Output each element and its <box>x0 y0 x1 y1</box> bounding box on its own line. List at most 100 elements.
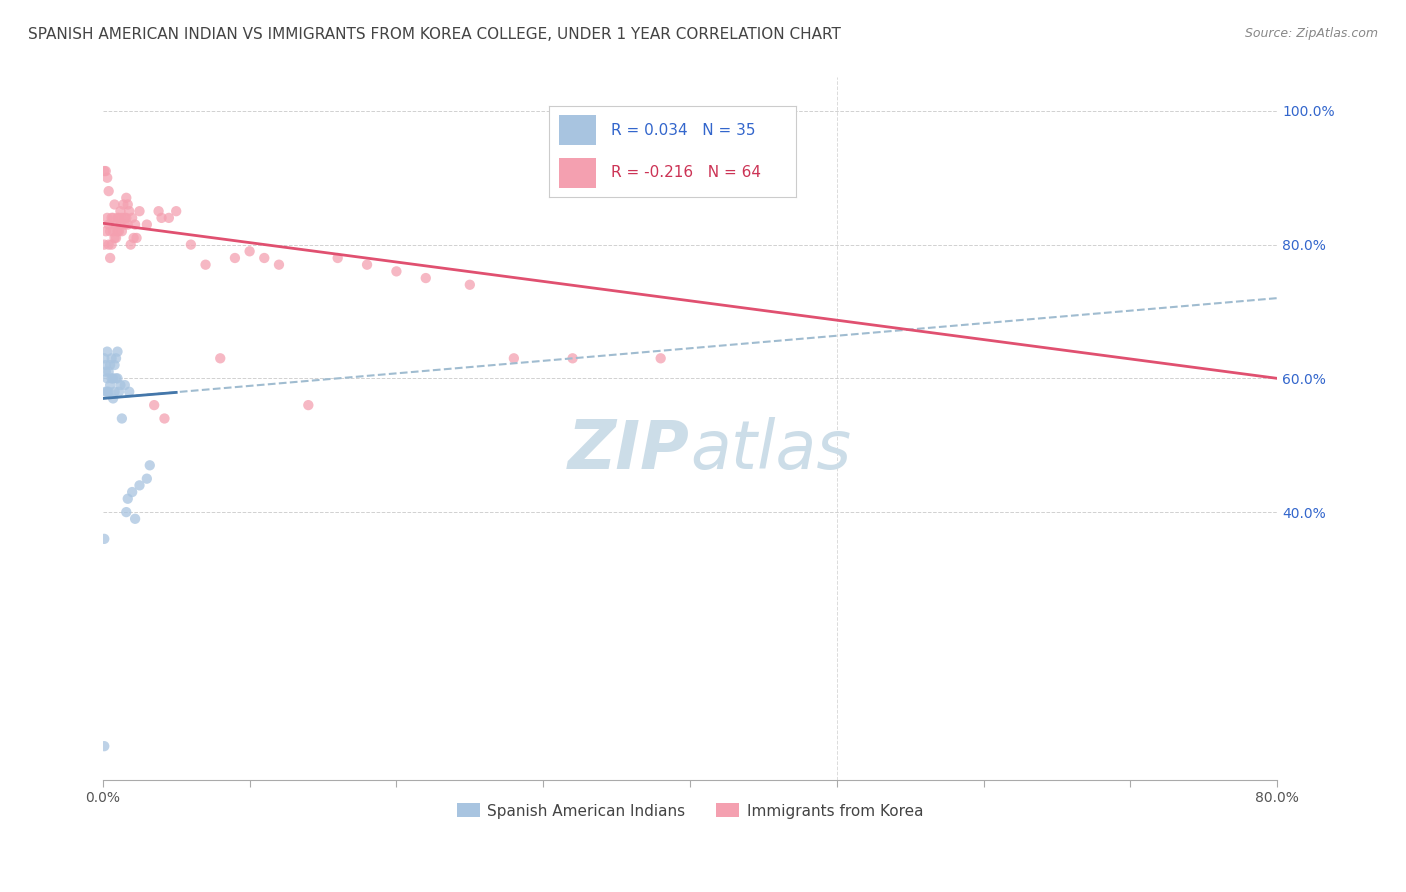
Point <box>115 191 138 205</box>
Point <box>101 224 124 238</box>
Point <box>93 532 115 546</box>
Point <box>103 358 125 372</box>
Legend: Spanish American Indians, Immigrants from Korea: Spanish American Indians, Immigrants fro… <box>451 797 929 824</box>
Text: atlas: atlas <box>690 417 851 483</box>
Point <box>122 231 145 245</box>
Point <box>96 371 118 385</box>
Point <box>239 244 262 259</box>
Point <box>650 351 672 366</box>
Point <box>125 231 148 245</box>
Point <box>97 384 120 399</box>
Point <box>326 251 349 265</box>
Point <box>97 184 120 198</box>
Point <box>267 258 290 272</box>
Point <box>114 211 136 225</box>
Point <box>297 398 319 412</box>
Point <box>111 224 134 238</box>
Point <box>121 485 143 500</box>
Point <box>105 351 128 366</box>
Point <box>135 472 157 486</box>
Text: Source: ZipAtlas.com: Source: ZipAtlas.com <box>1244 27 1378 40</box>
Point <box>356 258 378 272</box>
Point <box>103 197 125 211</box>
Point <box>124 218 146 232</box>
Point <box>94 224 117 238</box>
Point <box>148 204 170 219</box>
Point <box>94 358 117 372</box>
Point <box>194 258 217 272</box>
Point <box>110 378 132 392</box>
Point <box>96 170 118 185</box>
Point <box>98 378 121 392</box>
Point <box>111 211 134 225</box>
Point <box>118 204 141 219</box>
Point <box>103 384 125 399</box>
Point <box>101 371 124 385</box>
Point <box>561 351 583 366</box>
Point <box>93 237 115 252</box>
Point <box>98 251 121 265</box>
Point <box>100 371 122 385</box>
Point <box>101 211 124 225</box>
Point <box>115 505 138 519</box>
Point <box>128 204 150 219</box>
Point <box>96 344 118 359</box>
Point <box>94 164 117 178</box>
Point <box>117 218 139 232</box>
Point <box>118 384 141 399</box>
Point <box>108 384 131 399</box>
Point <box>101 392 124 406</box>
Point <box>107 371 129 385</box>
Point <box>415 271 437 285</box>
Point <box>100 211 122 225</box>
Point <box>143 398 166 412</box>
Point <box>385 264 408 278</box>
Point <box>117 491 139 506</box>
Text: ZIP: ZIP <box>568 417 690 483</box>
Point <box>224 251 246 265</box>
Point <box>117 197 139 211</box>
Point <box>111 411 134 425</box>
Point <box>124 512 146 526</box>
Point <box>97 237 120 252</box>
Point <box>157 211 180 225</box>
Point <box>108 224 131 238</box>
Point <box>150 211 173 225</box>
Point <box>114 218 136 232</box>
Point <box>93 739 115 754</box>
Point <box>105 371 128 385</box>
Point <box>180 237 202 252</box>
Point <box>107 224 129 238</box>
Point <box>253 251 276 265</box>
Point <box>502 351 524 366</box>
Point <box>100 237 122 252</box>
Point <box>110 204 132 219</box>
Point <box>114 378 136 392</box>
Point <box>108 211 131 225</box>
Point <box>97 218 120 232</box>
Point <box>153 411 176 425</box>
Point <box>135 218 157 232</box>
Point <box>107 211 129 225</box>
Point <box>112 197 135 211</box>
Point <box>94 384 117 399</box>
Point <box>103 231 125 245</box>
Point <box>93 164 115 178</box>
Point <box>96 211 118 225</box>
Point <box>121 211 143 225</box>
Point <box>97 365 120 379</box>
Point <box>209 351 232 366</box>
Point <box>105 218 128 232</box>
Point <box>120 237 142 252</box>
Point <box>165 204 187 219</box>
Point <box>115 211 138 225</box>
Point <box>98 358 121 372</box>
Point <box>110 218 132 232</box>
Point <box>96 384 118 399</box>
Text: SPANISH AMERICAN INDIAN VS IMMIGRANTS FROM KOREA COLLEGE, UNDER 1 YEAR CORRELATI: SPANISH AMERICAN INDIAN VS IMMIGRANTS FR… <box>28 27 841 42</box>
Point <box>139 458 162 473</box>
Point <box>105 231 128 245</box>
Point <box>94 365 117 379</box>
Point <box>93 351 115 366</box>
Point <box>98 224 121 238</box>
